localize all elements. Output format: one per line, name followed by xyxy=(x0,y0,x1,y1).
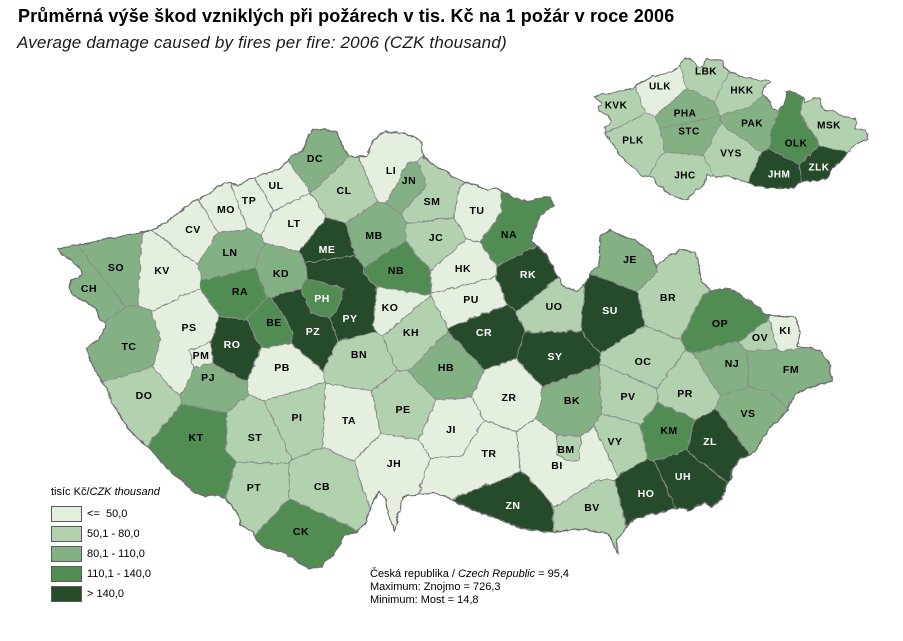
svg-text:BK: BK xyxy=(564,395,580,407)
svg-text:JH: JH xyxy=(387,458,401,470)
svg-text:BM: BM xyxy=(557,444,574,456)
svg-text:BR: BR xyxy=(660,292,676,304)
svg-text:BI: BI xyxy=(551,460,563,472)
svg-text:LBK: LBK xyxy=(695,67,717,78)
svg-text:NJ: NJ xyxy=(725,358,739,370)
svg-text:UH: UH xyxy=(675,471,691,483)
svg-text:BE: BE xyxy=(266,317,282,329)
svg-text:HKK: HKK xyxy=(730,86,753,97)
svg-text:KVK: KVK xyxy=(605,101,628,112)
svg-text:NB: NB xyxy=(388,265,404,277)
svg-text:JHC: JHC xyxy=(674,171,696,182)
svg-text:LN: LN xyxy=(223,247,238,259)
svg-text:UL: UL xyxy=(269,180,284,192)
svg-text:KT: KT xyxy=(189,432,204,444)
svg-text:ME: ME xyxy=(319,244,336,256)
svg-text:PY: PY xyxy=(342,313,357,325)
svg-text:ZL: ZL xyxy=(703,436,717,448)
svg-text:VS: VS xyxy=(740,408,755,420)
svg-text:VY: VY xyxy=(607,436,622,448)
svg-text:BV: BV xyxy=(584,502,600,514)
svg-text:PU: PU xyxy=(463,294,479,306)
svg-text:RK: RK xyxy=(520,269,536,281)
svg-text:ZN: ZN xyxy=(506,500,521,512)
svg-text:PB: PB xyxy=(274,362,290,374)
svg-text:CR: CR xyxy=(476,327,492,339)
svg-text:TA: TA xyxy=(342,415,356,427)
svg-text:PM: PM xyxy=(193,350,210,362)
svg-text:JC: JC xyxy=(429,232,443,244)
svg-text:JE: JE xyxy=(623,254,637,266)
svg-text:PE: PE xyxy=(395,404,410,416)
svg-text:KI: KI xyxy=(779,325,791,337)
svg-text:SO: SO xyxy=(108,262,124,274)
svg-text:TP: TP xyxy=(242,195,256,207)
svg-text:SU: SU xyxy=(602,305,618,317)
svg-text:ZLK: ZLK xyxy=(809,163,830,174)
svg-text:HB: HB xyxy=(438,362,454,374)
svg-text:MB: MB xyxy=(365,230,382,242)
svg-text:RO: RO xyxy=(224,339,241,351)
svg-text:TR: TR xyxy=(482,448,497,460)
svg-text:PT: PT xyxy=(247,482,262,494)
svg-text:LI: LI xyxy=(386,165,396,177)
svg-text:MSK: MSK xyxy=(817,121,841,132)
svg-text:JHM: JHM xyxy=(768,170,791,181)
svg-text:CH: CH xyxy=(81,283,97,295)
svg-text:SM: SM xyxy=(424,196,441,208)
svg-text:DO: DO xyxy=(136,390,153,402)
svg-text:STC: STC xyxy=(678,127,700,138)
svg-text:KH: KH xyxy=(403,327,419,339)
svg-text:PR: PR xyxy=(677,388,693,400)
svg-text:SY: SY xyxy=(547,351,562,363)
svg-text:KM: KM xyxy=(660,425,677,437)
svg-text:CB: CB xyxy=(314,481,330,493)
svg-text:TC: TC xyxy=(122,341,137,353)
svg-text:VYS: VYS xyxy=(720,149,742,160)
svg-text:JI: JI xyxy=(446,424,456,436)
svg-text:CK: CK xyxy=(293,526,309,538)
svg-text:NA: NA xyxy=(501,229,517,241)
svg-text:PZ: PZ xyxy=(306,326,321,338)
svg-text:JN: JN xyxy=(402,175,416,187)
svg-text:PLK: PLK xyxy=(622,136,644,147)
svg-text:LT: LT xyxy=(287,218,300,230)
svg-text:RA: RA xyxy=(232,286,248,298)
svg-text:ST: ST xyxy=(248,432,263,444)
svg-text:MO: MO xyxy=(217,204,235,216)
svg-text:BN: BN xyxy=(351,349,367,361)
svg-text:PI: PI xyxy=(292,412,303,424)
svg-text:OLK: OLK xyxy=(785,139,808,150)
svg-text:PAK: PAK xyxy=(741,119,763,130)
svg-text:FM: FM xyxy=(783,364,799,376)
svg-text:OV: OV xyxy=(752,332,768,344)
svg-text:DC: DC xyxy=(307,153,323,165)
svg-text:CL: CL xyxy=(337,185,352,197)
svg-text:PJ: PJ xyxy=(201,372,215,384)
svg-text:PH: PH xyxy=(314,293,330,305)
svg-text:UO: UO xyxy=(546,301,563,313)
svg-text:ULK: ULK xyxy=(649,82,671,93)
svg-text:PV: PV xyxy=(620,391,635,403)
svg-text:CV: CV xyxy=(185,224,201,236)
svg-text:HO: HO xyxy=(638,488,655,500)
svg-text:OP: OP xyxy=(712,318,728,330)
svg-text:PHA: PHA xyxy=(674,109,697,120)
svg-text:ZR: ZR xyxy=(502,392,517,404)
svg-text:TU: TU xyxy=(470,205,485,217)
svg-text:KV: KV xyxy=(154,265,170,277)
svg-text:KO: KO xyxy=(382,302,399,314)
svg-text:KD: KD xyxy=(273,268,289,280)
svg-text:PS: PS xyxy=(181,322,196,334)
svg-text:HK: HK xyxy=(455,263,471,275)
svg-text:OC: OC xyxy=(635,356,652,368)
